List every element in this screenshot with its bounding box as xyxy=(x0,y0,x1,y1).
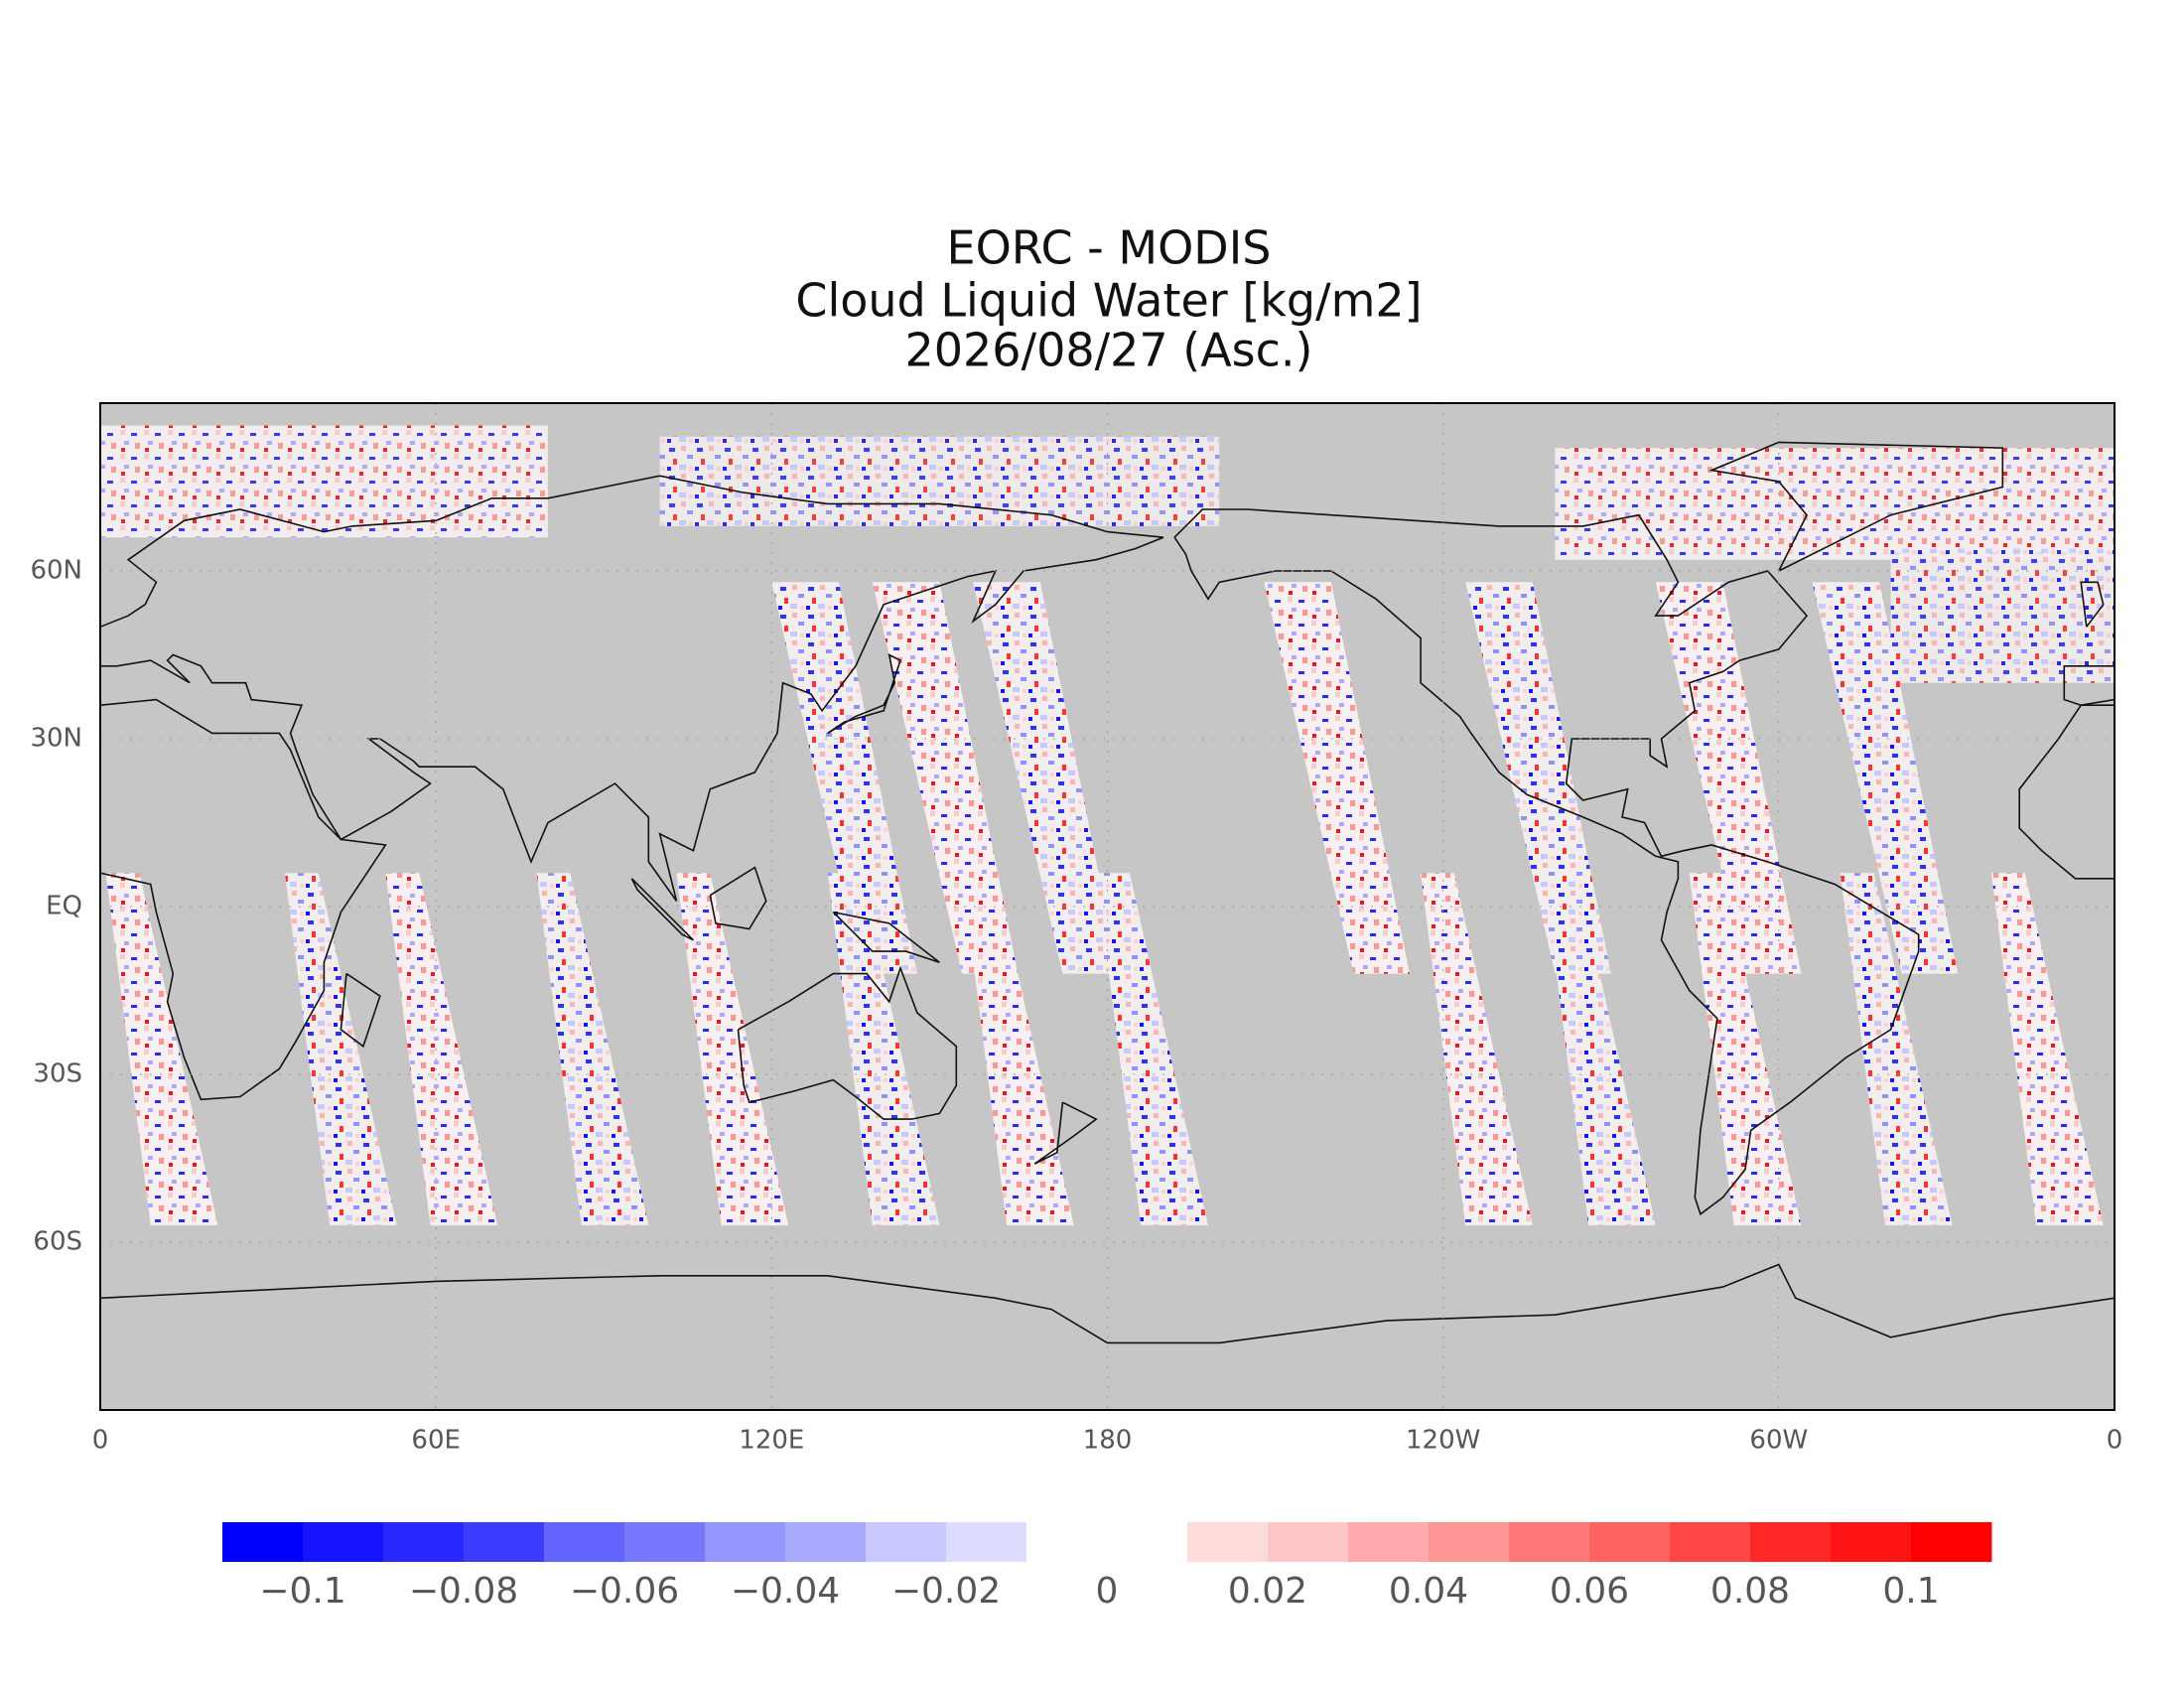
swath xyxy=(1421,873,1533,1226)
y-tick-label: 60S xyxy=(33,1227,82,1257)
swath xyxy=(1840,873,1953,1226)
coastline xyxy=(100,475,1164,902)
x-tick-label: 120W xyxy=(1406,1426,1480,1456)
coastline xyxy=(827,653,901,735)
colorbar-tick-label: 0.06 xyxy=(1550,1571,1629,1612)
colorbar-tick-label: 0.04 xyxy=(1389,1571,1468,1612)
swath xyxy=(1465,582,1611,974)
coastline xyxy=(709,866,767,930)
colorbar-box xyxy=(624,1522,706,1562)
colorbar-tick-label: 0 xyxy=(1096,1571,1119,1612)
colorbar-box xyxy=(1429,1522,1510,1562)
coastline xyxy=(1173,508,1920,1216)
colorbar-box xyxy=(1107,1522,1188,1562)
colorbar-tick-label: −0.06 xyxy=(570,1571,679,1612)
title-line: EORC - MODIS xyxy=(947,221,1272,275)
swath xyxy=(676,873,789,1226)
swath xyxy=(1555,448,2115,560)
colorbar-box xyxy=(1509,1522,1590,1562)
y-tick-label: EQ xyxy=(46,892,82,921)
swath xyxy=(1264,582,1410,974)
coastline xyxy=(2080,581,2105,628)
map-frame xyxy=(99,402,2116,1411)
x-tick-label: 120E xyxy=(739,1426,804,1456)
colorbar-box xyxy=(785,1522,867,1562)
coastline xyxy=(340,972,381,1049)
colorbar-box xyxy=(1670,1522,1751,1562)
colorbar-tick-label: −0.1 xyxy=(259,1571,345,1612)
colorbar-box xyxy=(866,1522,947,1562)
colorbar-tick-label: 0.1 xyxy=(1882,1571,1939,1612)
swath xyxy=(100,425,548,538)
coastline xyxy=(100,1263,2115,1344)
colorbar-tick-label: 0.02 xyxy=(1228,1571,1307,1612)
x-tick-label: 60E xyxy=(411,1426,461,1456)
swath xyxy=(1890,548,2115,683)
coastline xyxy=(832,911,940,964)
swath xyxy=(385,873,498,1226)
colorbar-box xyxy=(1589,1522,1671,1562)
swath xyxy=(771,582,917,974)
colorbar-box xyxy=(1268,1522,1349,1562)
colorbar-tick-label: −0.08 xyxy=(409,1571,518,1612)
colorbar-tick-label: −0.02 xyxy=(891,1571,1001,1612)
swath xyxy=(872,582,1019,974)
colorbar-box xyxy=(222,1522,304,1562)
coastline xyxy=(100,698,387,1101)
swath xyxy=(973,582,1119,974)
swath xyxy=(1096,873,1208,1226)
coastline xyxy=(1708,441,2004,572)
colorbar-box xyxy=(1026,1522,1108,1562)
swath xyxy=(285,873,397,1226)
swath xyxy=(1655,582,1802,974)
colorbar-box xyxy=(1911,1522,1992,1562)
swath xyxy=(1812,582,1959,974)
x-tick-label: 60W xyxy=(1749,1426,1808,1456)
swath xyxy=(827,873,940,1226)
y-tick-label: 30S xyxy=(33,1059,82,1089)
colorbar-tick-label: 0.08 xyxy=(1710,1571,1790,1612)
colorbar-box xyxy=(1750,1522,1832,1562)
colorbar-box xyxy=(705,1522,786,1562)
coastline xyxy=(2063,665,2115,707)
swath xyxy=(659,436,1220,526)
title-line: 2026/08/27 (Asc.) xyxy=(905,324,1313,377)
swath xyxy=(1689,873,1802,1226)
coastline xyxy=(630,878,694,941)
colorbar-box xyxy=(1831,1522,1912,1562)
x-tick-label: 0 xyxy=(2107,1426,2123,1456)
colorbar-box xyxy=(1348,1522,1430,1562)
colorbar-box xyxy=(544,1522,625,1562)
colorbar-tick-label: −0.04 xyxy=(731,1571,840,1612)
map-content xyxy=(100,425,2115,1344)
coastline xyxy=(1033,1101,1098,1165)
coastline xyxy=(2018,704,2115,880)
y-tick-label: 30N xyxy=(30,724,82,754)
swath xyxy=(536,873,649,1226)
swath xyxy=(1991,873,2104,1226)
swath xyxy=(105,873,218,1226)
title-line: Cloud Liquid Water [kg/m2] xyxy=(795,274,1422,328)
coastline xyxy=(737,965,958,1120)
colorbar-box xyxy=(383,1522,465,1562)
y-tick-label: 60N xyxy=(30,556,82,586)
colorbar-box xyxy=(464,1522,545,1562)
x-tick-label: 0 xyxy=(92,1426,109,1456)
colorbar-box xyxy=(1187,1522,1269,1562)
colorbar-box xyxy=(946,1522,1027,1562)
colorbar-box xyxy=(303,1522,384,1562)
x-tick-label: 180 xyxy=(1083,1426,1133,1456)
